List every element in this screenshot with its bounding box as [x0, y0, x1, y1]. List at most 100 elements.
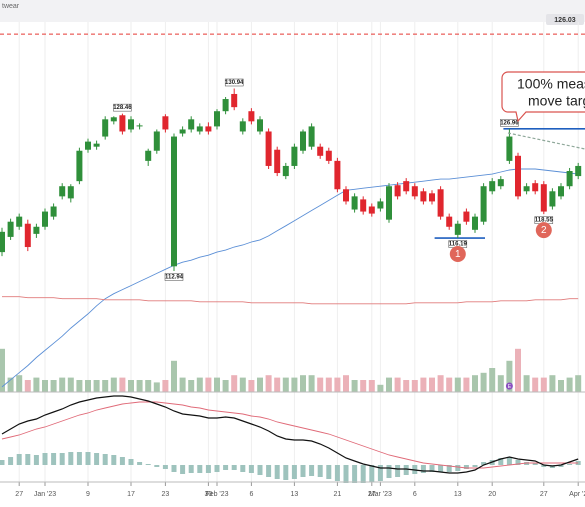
- volume-bar: [119, 377, 126, 392]
- volume-bar: [59, 377, 66, 392]
- histogram-bar: [455, 465, 461, 471]
- volume-bar: [16, 375, 23, 392]
- volume-bar: [76, 380, 83, 392]
- last-price: 126.03: [554, 17, 576, 24]
- histogram-bar: [446, 465, 452, 472]
- candle-body: [325, 150, 332, 161]
- candle-body: [7, 221, 14, 237]
- price-label-box: [164, 273, 184, 281]
- x-tick-label: 17: [127, 491, 135, 498]
- candle-body: [463, 211, 470, 222]
- histogram-bar: [429, 465, 435, 472]
- histogram-bar: [59, 453, 65, 465]
- candle-body: [497, 179, 504, 187]
- volume-bar: [128, 380, 134, 392]
- x-tick-label: Mar '23: [369, 491, 392, 498]
- candle-body: [24, 223, 31, 248]
- histogram-bar: [377, 465, 383, 481]
- candle-body: [59, 186, 66, 197]
- volume-bar: [300, 375, 306, 392]
- histogram-bar: [8, 457, 14, 465]
- histogram-bar: [119, 457, 125, 465]
- x-tick-label: Jan '23: [34, 491, 56, 498]
- trend-line: [507, 132, 585, 150]
- candle-body: [515, 155, 521, 197]
- histogram-bar: [472, 465, 478, 467]
- candle-body: [394, 185, 401, 197]
- candle-body: [308, 126, 315, 147]
- candle-body: [196, 126, 203, 132]
- volume-bar: [0, 348, 5, 392]
- candle-body: [282, 165, 289, 177]
- volume-bar: [566, 377, 573, 392]
- volume-bar: [368, 380, 375, 392]
- candle-body: [239, 121, 246, 132]
- price-label-box: [224, 78, 244, 87]
- volume-bar: [523, 375, 530, 392]
- header-bar: [0, 0, 585, 22]
- histogram-bar: [231, 465, 237, 470]
- candle-body: [205, 126, 212, 132]
- plot: 128.46 112.94 130.94 116.19 126.96 118.55 1 2 E: [0, 33, 585, 483]
- volume-bar: [386, 377, 392, 392]
- price-label-box: [113, 103, 132, 112]
- histogram-bar: [171, 465, 177, 472]
- histogram-bar: [403, 465, 409, 475]
- candle-body: [153, 131, 160, 151]
- candle-body: [480, 186, 487, 222]
- x-tick-label: 27: [15, 491, 23, 498]
- volume-bar: [540, 377, 547, 392]
- histogram-bar: [94, 453, 100, 465]
- histogram-bar: [524, 462, 530, 465]
- histogram-bar: [205, 465, 211, 473]
- histogram-bar: [309, 465, 315, 476]
- volume-bar: [558, 380, 564, 392]
- histogram-bar: [438, 465, 444, 472]
- histogram-bar: [145, 464, 151, 465]
- volume-bar: [420, 377, 427, 392]
- candle-body: [257, 119, 263, 132]
- candle-body: [214, 111, 220, 127]
- bubble-shape: [501, 71, 585, 123]
- histogram-bar: [248, 465, 254, 473]
- volume-bar: [403, 380, 410, 392]
- volume-bar: [136, 380, 143, 392]
- price-label-box: [500, 119, 519, 127]
- candle-body: [360, 199, 367, 212]
- x-tick-label: 23: [162, 491, 170, 498]
- annotation-line: move targ: [528, 93, 585, 109]
- candle-body: [420, 191, 427, 202]
- candle-body: [136, 125, 143, 127]
- volume-bar: [394, 377, 401, 392]
- candle-body: [566, 171, 573, 187]
- volume-bar: [446, 377, 453, 392]
- histogram-bar: [498, 458, 504, 465]
- candle-body: [110, 117, 117, 122]
- candle-body: [0, 231, 5, 253]
- histogram-bar: [162, 465, 168, 469]
- volume-bar: [575, 375, 582, 392]
- x-tick-label: 20: [488, 491, 496, 498]
- volume-bar: [515, 348, 521, 392]
- volume-bar: [42, 380, 48, 392]
- histogram-bar: [506, 457, 512, 465]
- volume-bar: [214, 377, 220, 392]
- volume-bar: [248, 380, 255, 392]
- volume-bar: [50, 380, 57, 392]
- price-label: 130.94: [225, 80, 244, 86]
- histogram-bar: [240, 465, 246, 472]
- histogram-bar: [25, 454, 31, 465]
- event-marker: [505, 382, 513, 390]
- candle-body: [171, 136, 177, 267]
- candle-body: [33, 226, 40, 234]
- candle-body: [119, 115, 126, 132]
- volume-bar: [85, 380, 91, 392]
- candle-body: [16, 216, 23, 227]
- volume-bar: [325, 377, 332, 392]
- volume-bar: [222, 380, 229, 392]
- candle-body: [334, 160, 341, 190]
- histogram-bar: [317, 465, 323, 477]
- candle-body: [145, 150, 152, 161]
